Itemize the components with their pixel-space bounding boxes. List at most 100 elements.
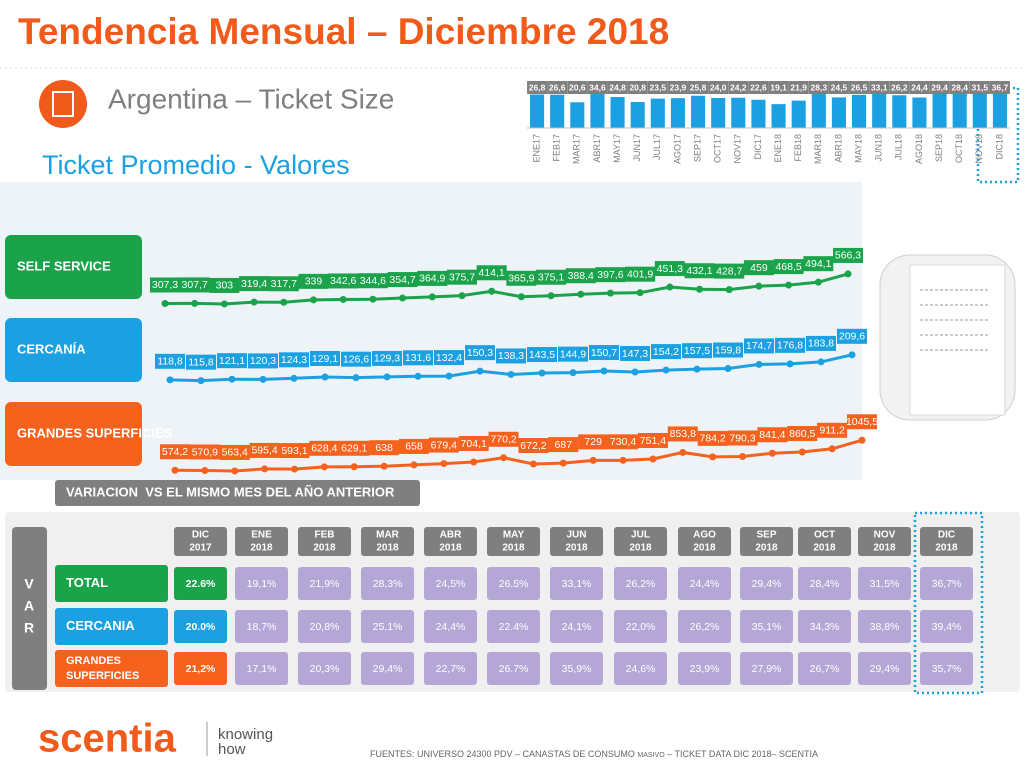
- point-label: 459: [750, 262, 768, 274]
- bar-label-box: [889, 81, 910, 94]
- point: [666, 283, 674, 291]
- column-header: MAR: [376, 530, 400, 541]
- highlight-dic2018: [913, 511, 984, 695]
- cell: 24,4%: [436, 621, 466, 633]
- bar-label: 31,5: [972, 82, 989, 92]
- point-label: 687: [555, 439, 573, 451]
- point-label: 115,8: [188, 356, 214, 368]
- cell: 24,6%: [626, 663, 656, 675]
- cell: 35,7%: [932, 663, 962, 675]
- cell: 24,4%: [690, 578, 720, 590]
- point-label: 319,4: [241, 278, 267, 290]
- point-label-box: [817, 422, 848, 438]
- point-label-box: [189, 444, 220, 460]
- point-label: 118,8: [157, 356, 183, 368]
- column-header: 2018: [502, 543, 525, 554]
- point-label: 150,3: [467, 347, 493, 359]
- bar-label: 26,8: [529, 82, 546, 92]
- point-label-box: [428, 437, 459, 453]
- bar-label-box: [667, 81, 688, 94]
- point-label: 730,4: [610, 436, 636, 448]
- point-label: 159,8: [715, 344, 741, 356]
- point-label-box: [625, 266, 656, 282]
- column-header: 2018: [565, 543, 588, 554]
- cell: 29,4%: [752, 578, 782, 590]
- point-label-box: [434, 350, 464, 366]
- cell: 23,9%: [690, 663, 720, 675]
- point-label: 144,9: [560, 348, 586, 360]
- bar-label: 28,3: [811, 82, 828, 92]
- point: [261, 465, 269, 473]
- bar-label: 36,7: [992, 82, 1009, 92]
- point: [725, 286, 733, 294]
- x-tick-label: ENE17: [531, 134, 541, 163]
- point-label: 860,5: [789, 428, 815, 440]
- point-label-box: [328, 273, 359, 289]
- column-header: OCT: [814, 530, 835, 541]
- point-label-box: [589, 345, 619, 361]
- point-label-box: [446, 269, 477, 285]
- point-label-box: [339, 440, 370, 456]
- column-header: 2018: [813, 543, 836, 554]
- point-label-box: [682, 343, 712, 359]
- column-header-box: [550, 527, 603, 556]
- bar: [932, 91, 947, 128]
- point: [517, 293, 525, 301]
- cell: 21,2%: [186, 663, 216, 675]
- bar-label: 19,1: [770, 82, 787, 92]
- point-label: 790,3: [729, 432, 755, 444]
- side-label: A: [24, 598, 34, 614]
- point: [440, 460, 448, 468]
- point-label: 307,7: [182, 279, 208, 291]
- table-title: VARIACION VS EL MISMO MES DEL AÑO ANTERI…: [66, 484, 395, 499]
- bar-label: 26,2: [891, 82, 908, 92]
- cell-box: [424, 652, 477, 685]
- bar-label: 28,4: [951, 82, 968, 92]
- point-label: 132,4: [436, 352, 462, 364]
- x-tick-label: ENE18: [773, 134, 783, 163]
- point: [507, 370, 515, 378]
- point-label: 126,6: [343, 353, 369, 365]
- point: [785, 281, 793, 289]
- bar-label: 33,1: [871, 82, 888, 92]
- point: [458, 292, 466, 300]
- cell-box: [487, 567, 540, 600]
- bar: [610, 97, 625, 128]
- point-label: 770,2: [490, 434, 516, 446]
- point-label-box: [506, 270, 537, 286]
- point-label-box: [558, 346, 588, 362]
- point-label: 375,1: [538, 272, 564, 284]
- point-label: 658: [405, 441, 423, 453]
- point-label: 432,1: [686, 265, 712, 277]
- point-label-box: [806, 335, 836, 351]
- point: [755, 360, 763, 368]
- point: [739, 453, 747, 461]
- cell-box: [298, 567, 351, 600]
- row-label-box: [55, 650, 168, 687]
- cell: 26,7%: [810, 663, 840, 675]
- cell: 25,1%: [373, 621, 403, 633]
- point-label: 574,2: [162, 446, 188, 458]
- point-label-box: [398, 438, 429, 454]
- point-label-box: [595, 267, 626, 283]
- point-label: 841,4: [759, 429, 785, 441]
- cell: 36,7%: [932, 578, 962, 590]
- point-label-box: [298, 273, 329, 289]
- cell: 24,1%: [562, 621, 592, 633]
- point-label: 375,7: [449, 271, 475, 283]
- point: [339, 295, 347, 303]
- column-header: JUN: [566, 530, 586, 541]
- bar-label: 20,8: [629, 82, 646, 92]
- point-label: 853,8: [670, 428, 696, 440]
- column-header: 2018: [313, 543, 336, 554]
- bar: [852, 94, 867, 128]
- cell-box: [424, 567, 477, 600]
- point-label-box: [341, 351, 371, 367]
- point-label-box: [620, 345, 650, 361]
- point: [197, 377, 205, 385]
- point-label-box: [268, 276, 299, 292]
- point-label: 183,8: [808, 338, 834, 350]
- sources-part: – TICKET DATA DIC 2018– SCENTIA: [665, 749, 818, 759]
- tagline: knowing: [218, 726, 273, 743]
- point: [290, 465, 298, 473]
